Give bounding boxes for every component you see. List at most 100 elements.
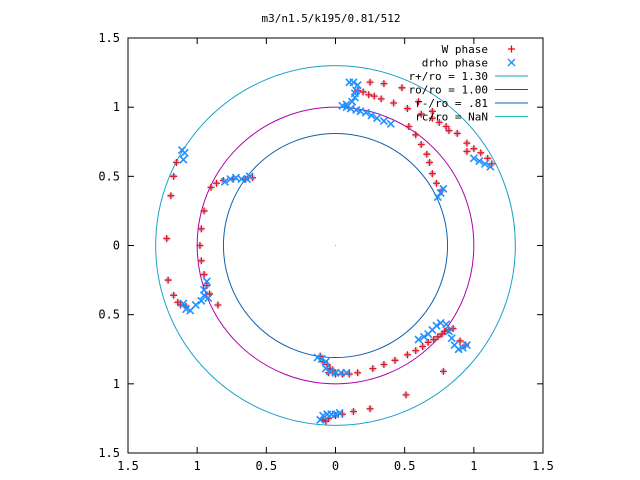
w-phase-point xyxy=(369,365,377,373)
w-phase-point-fill xyxy=(489,161,495,167)
w-phase-point xyxy=(377,95,385,103)
y-tick-label: 1.5 xyxy=(98,446,120,460)
y-tick-label: 0.5 xyxy=(98,308,120,322)
w-phase-point xyxy=(403,105,411,113)
w-phase-point xyxy=(441,327,449,335)
w-phase-point xyxy=(380,80,388,88)
w-phase-point-fill xyxy=(413,348,419,354)
w-phase-point-fill xyxy=(175,299,181,305)
y-tick-label: 0 xyxy=(113,239,120,253)
w-phase-point-fill xyxy=(168,193,174,199)
w-phase-point-fill xyxy=(201,208,207,214)
w-phase-point-fill xyxy=(418,142,424,148)
w-phase-point xyxy=(412,347,420,355)
drho-phase-point xyxy=(321,357,330,366)
w-phase-point xyxy=(200,207,208,215)
w-phase-point xyxy=(428,114,436,122)
drho-phase-point xyxy=(379,116,388,126)
w-phase-point xyxy=(445,127,453,135)
legend-cross-icon xyxy=(507,58,516,67)
drho-phase-point xyxy=(367,111,376,120)
w-phase-point-fill xyxy=(420,343,426,349)
w-phase-point-fill xyxy=(416,99,421,105)
drho-phase-point xyxy=(480,159,489,168)
w-phase-point xyxy=(390,99,398,107)
w-phase-point-fill xyxy=(406,124,412,130)
drho-phase-point xyxy=(342,368,351,377)
w-phase-point xyxy=(434,333,442,341)
circle-r-0_81 xyxy=(222,132,449,359)
w-phase-point-fill xyxy=(425,339,431,345)
w-phase-point-fill xyxy=(230,176,236,182)
w-phase-point-fill xyxy=(171,292,177,298)
drho-phase-point xyxy=(432,321,441,330)
w-phase-point xyxy=(403,351,411,359)
w-phase-point xyxy=(415,98,422,106)
w-phase-point-fill xyxy=(214,180,220,186)
drho-phase-point xyxy=(197,296,206,305)
w-phase-point xyxy=(417,141,425,149)
w-phase-point-fill xyxy=(333,371,338,377)
legend-label: drho phase xyxy=(422,57,488,70)
w-phase-point-fill xyxy=(440,368,446,374)
w-phase-point-fill xyxy=(173,160,179,165)
w-phase-point xyxy=(428,107,436,115)
w-phase-point-fill xyxy=(326,415,332,421)
w-phase-point-fill xyxy=(197,243,203,248)
w-phase-point xyxy=(170,172,178,180)
x-tick-label: 0.5 xyxy=(255,459,277,473)
drho-phase-point xyxy=(462,341,471,350)
w-phase-point-fill xyxy=(346,371,352,377)
y-tick-label: 1 xyxy=(113,377,120,391)
drho-phase-point xyxy=(442,320,451,329)
legend-label: r+/ro = 1.30 xyxy=(409,70,488,83)
drho-phase-point xyxy=(349,78,358,87)
drho-phase-point xyxy=(419,332,429,341)
chart-title: m3/n1.5/k195/0.81/512 xyxy=(261,12,400,25)
w-phase-point xyxy=(366,405,374,413)
w-phase-point-fill xyxy=(436,119,442,125)
w-phase-point-fill xyxy=(355,370,361,376)
drho-phase-point xyxy=(317,354,326,363)
w-phase-point-fill xyxy=(403,392,409,398)
drho-phase-point xyxy=(386,119,395,128)
drho-phase-point xyxy=(486,162,495,171)
w-phase-point-fill xyxy=(198,226,204,232)
drho-phase-point xyxy=(220,177,229,186)
w-phase-point-fill xyxy=(429,171,435,177)
w-phase-point-fill xyxy=(207,291,213,297)
w-phase-point-fill xyxy=(442,328,448,334)
legend-label: W phase xyxy=(442,43,488,56)
legend-label: r-/ro = .81 xyxy=(415,97,488,110)
w-phase-point xyxy=(417,110,425,118)
w-phase-point xyxy=(402,391,410,399)
w-phase-point-fill xyxy=(433,180,439,186)
w-phase-point xyxy=(442,123,450,131)
w-phase-point-fill xyxy=(450,326,456,331)
w-phase-point-fill xyxy=(317,353,323,359)
w-phase-point-fill xyxy=(443,124,449,130)
drho-phase-point xyxy=(361,108,370,117)
w-phase-point-fill xyxy=(164,236,170,242)
w-phase-point xyxy=(430,336,438,344)
w-phase-point-fill xyxy=(165,277,171,283)
w-phase-point xyxy=(456,337,464,345)
x-tick-label: 1 xyxy=(194,459,201,473)
w-phase-point xyxy=(370,92,378,100)
w-phase-point-fill xyxy=(435,334,441,340)
w-phase-point xyxy=(366,78,374,86)
drho-phase-point xyxy=(433,193,442,202)
drho-phase-point xyxy=(245,172,254,181)
w-phase-point-fill xyxy=(350,409,356,414)
w-phase-point-fill xyxy=(204,283,210,289)
drho-phase-point xyxy=(191,300,200,310)
w-phase-point-fill xyxy=(333,413,338,419)
drho-phase-point xyxy=(321,364,330,373)
w-phase-point xyxy=(354,369,362,377)
w-phase-point xyxy=(463,139,471,147)
data-series xyxy=(163,78,496,425)
w-phase-point xyxy=(435,118,443,126)
y-tick-label: 1 xyxy=(113,100,120,114)
w-phase-point-fill xyxy=(324,361,330,367)
